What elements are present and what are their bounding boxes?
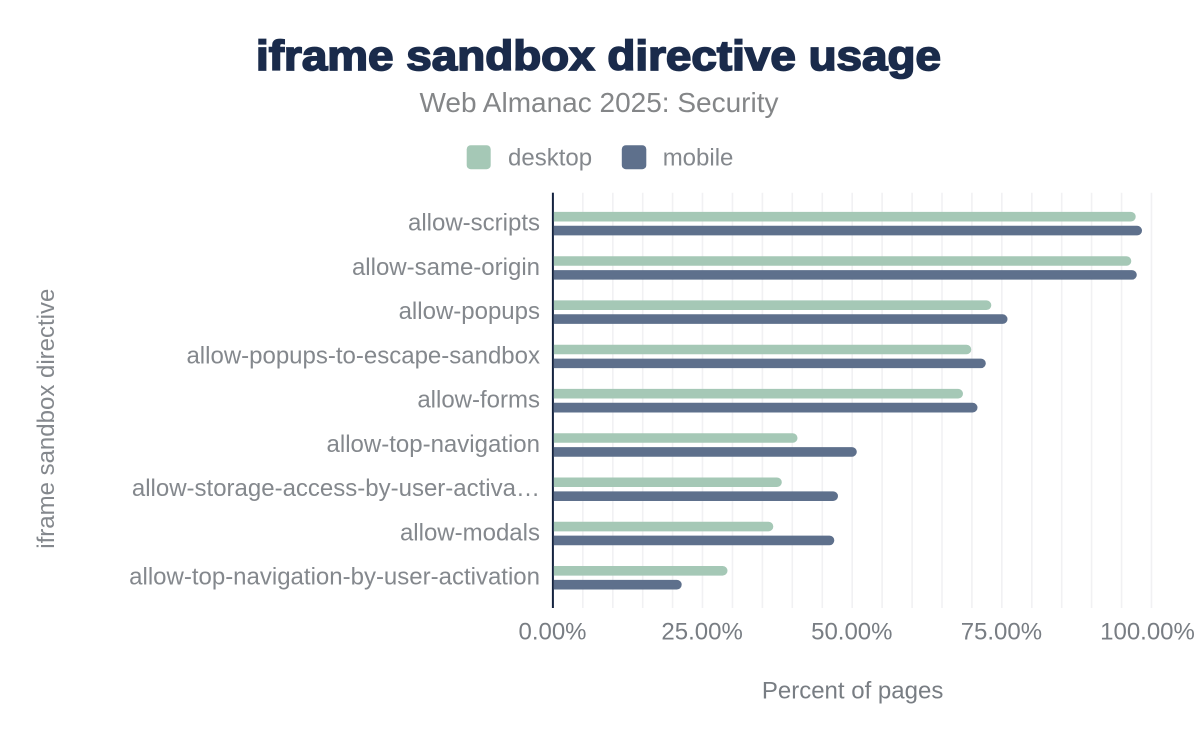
- svg-text:100.00%: 100.00%: [1100, 619, 1195, 646]
- svg-text:allow-storage-access-by-user-a: allow-storage-access-by-user-activa…: [132, 475, 540, 502]
- svg-text:allow-popups-to-escape-sandbox: allow-popups-to-escape-sandbox: [186, 342, 540, 369]
- svg-text:desktop: desktop: [508, 145, 592, 172]
- svg-text:75.00%: 75.00%: [961, 619, 1042, 646]
- svg-text:allow-modals: allow-modals: [400, 519, 540, 546]
- svg-text:allow-same-origin: allow-same-origin: [352, 254, 540, 281]
- svg-text:allow-top-navigation-by-user-a: allow-top-navigation-by-user-activation: [129, 564, 540, 591]
- svg-text:allow-scripts: allow-scripts: [408, 210, 540, 237]
- svg-text:allow-forms: allow-forms: [417, 387, 540, 414]
- svg-text:0.00%: 0.00%: [518, 619, 586, 646]
- svg-text:mobile: mobile: [663, 145, 734, 172]
- svg-text:50.00%: 50.00%: [811, 619, 892, 646]
- svg-text:iframe sandbox directive usage: iframe sandbox directive usage: [256, 32, 941, 79]
- svg-text:25.00%: 25.00%: [661, 619, 742, 646]
- svg-text:Web Almanac 2025: Security: Web Almanac 2025: Security: [420, 87, 779, 118]
- svg-text:allow-popups: allow-popups: [399, 298, 540, 325]
- svg-text:allow-top-navigation: allow-top-navigation: [327, 431, 540, 458]
- svg-text:iframe sandbox directive: iframe sandbox directive: [33, 289, 60, 549]
- svg-text:Percent of pages: Percent of pages: [762, 677, 943, 704]
